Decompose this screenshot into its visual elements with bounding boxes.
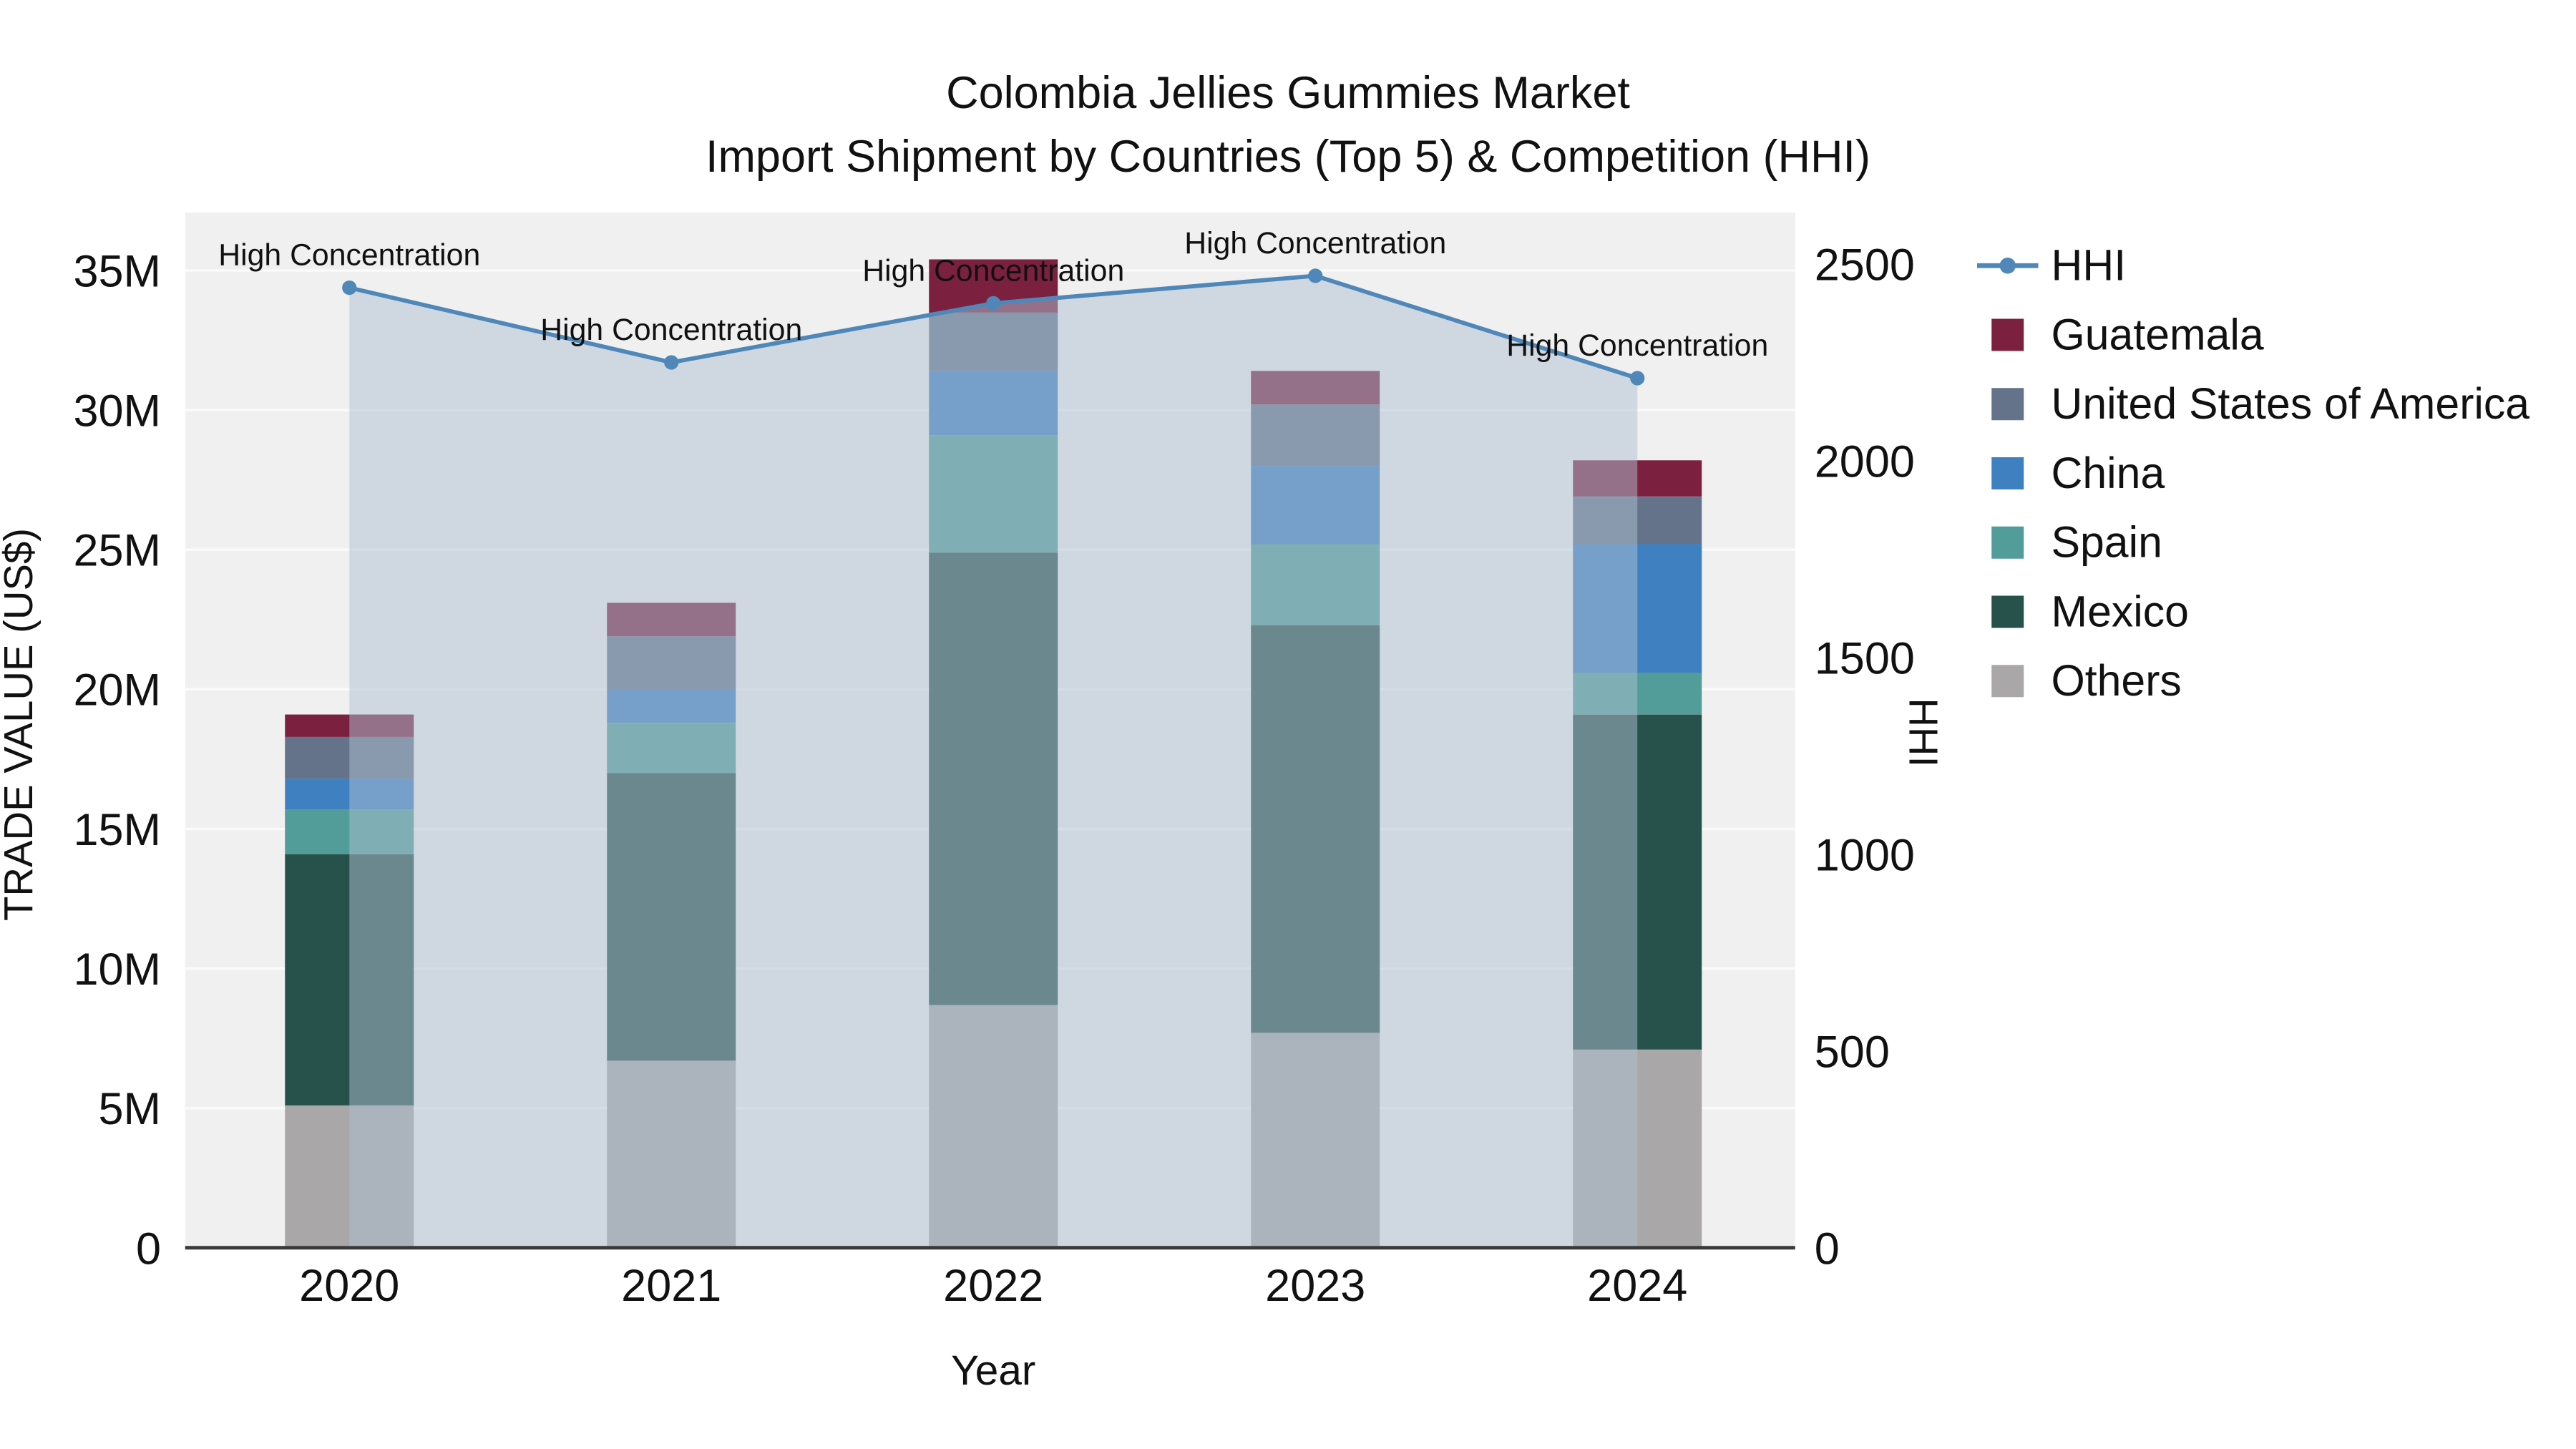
y-right-tick-label: 1500	[1815, 633, 1915, 683]
y-left-tick-label: 20M	[73, 665, 161, 716]
x-tick-label: 2021	[621, 1261, 721, 1311]
legend-label: United States of America	[2051, 379, 2530, 428]
legend-swatch	[1991, 457, 2024, 489]
legend-label: Spain	[2051, 518, 2162, 567]
y-right-tick-label: 1000	[1815, 830, 1915, 880]
hhi-marker	[342, 280, 357, 296]
hhi-marker	[1308, 268, 1323, 283]
chart-titles: Colombia Jellies Gummies Market Import S…	[0, 62, 2576, 190]
x-axis-title: Year	[951, 1347, 1035, 1394]
legend-label: HHI	[2051, 241, 2127, 290]
legend-item-others[interactable]: Others	[1991, 656, 2182, 705]
legend-swatch	[1991, 526, 2024, 559]
annotation-high-concentration: High Concentration	[1506, 328, 1768, 363]
annotation-high-concentration: High Concentration	[862, 253, 1124, 288]
hhi-marker-icon	[1999, 258, 2016, 274]
y-right-tick-label: 500	[1815, 1027, 1890, 1077]
y-left-tick-label: 25M	[73, 526, 161, 576]
legend-item-united-states-of-america[interactable]: United States of America	[1991, 379, 2529, 428]
y-right-tick-label: 2000	[1815, 436, 1915, 487]
legend-item-china[interactable]: China	[1991, 449, 2165, 497]
y-right-tick-label: 0	[1815, 1224, 1840, 1274]
legend-item-mexico[interactable]: Mexico	[1991, 587, 2189, 635]
chart-title: Colombia Jellies Gummies Market	[946, 68, 1630, 118]
x-tick-label: 2024	[1587, 1261, 1687, 1311]
y-left-tick-label: 10M	[73, 945, 161, 995]
annotation-high-concentration: High Concentration	[218, 238, 480, 273]
legend-item-hhi[interactable]: HHI	[1977, 241, 2126, 290]
legend-label: Mexico	[2051, 587, 2189, 635]
y-left-tick-label: 0	[136, 1224, 161, 1274]
legend-label: Others	[2051, 656, 2182, 705]
hhi-area	[349, 275, 1638, 1248]
y-left-tick-label: 15M	[73, 805, 161, 855]
hhi-marker	[664, 355, 679, 370]
y-right-tick-label: 2500	[1815, 240, 1915, 291]
y-left-tick-label: 35M	[73, 247, 161, 297]
y-right-axis-title: HHI	[1901, 698, 1946, 767]
x-tick-label: 2022	[943, 1261, 1043, 1311]
y-left-axis-title: TRADE VALUE (US$)	[0, 528, 41, 921]
annotation-high-concentration: High Concentration	[1184, 226, 1446, 260]
legend-label: China	[2051, 449, 2165, 497]
annotation-high-concentration: High Concentration	[540, 313, 802, 347]
legend-swatch	[1991, 665, 2024, 698]
y-left-tick-label: 5M	[98, 1084, 161, 1134]
legend-label: Guatemala	[2051, 310, 2264, 358]
hhi-marker	[1630, 371, 1645, 386]
chart-subtitle: Import Shipment by Countries (Top 5) & C…	[705, 132, 1871, 182]
y-left-tick-label: 30M	[73, 386, 161, 436]
x-tick-label: 2023	[1265, 1261, 1365, 1311]
x-tick-label: 2020	[299, 1261, 399, 1311]
legend-swatch	[1991, 388, 2024, 421]
legend-item-guatemala[interactable]: Guatemala	[1991, 310, 2264, 358]
legend-item-spain[interactable]: Spain	[1991, 518, 2162, 567]
legend-swatch	[1991, 595, 2024, 628]
hhi-marker	[986, 296, 1001, 311]
legend-swatch	[1991, 318, 2024, 351]
legend: HHI Guatemala United States of America Chin…	[1977, 241, 2529, 705]
